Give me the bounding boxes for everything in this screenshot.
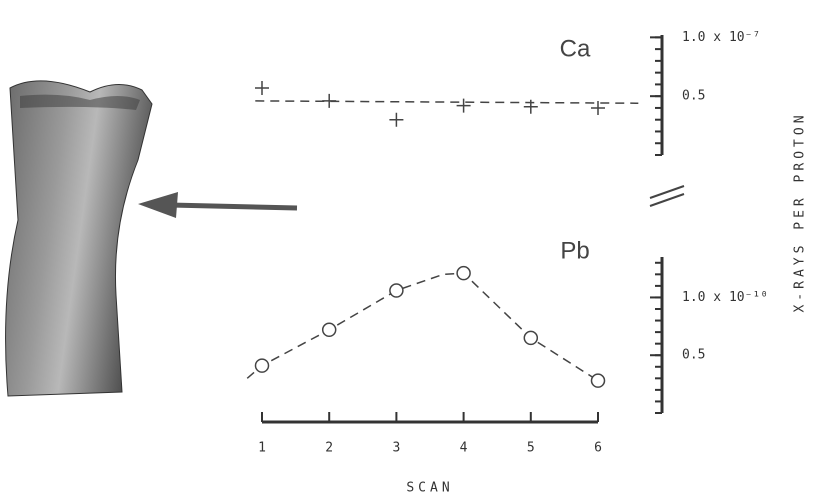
y-tick-label: 0.5: [682, 89, 705, 104]
bone-shadow: [20, 94, 140, 110]
plus-marker: [523, 99, 538, 114]
plus-marker: [322, 93, 337, 108]
x-tick-label: 5: [527, 441, 535, 456]
panel-title: Ca: [560, 35, 591, 62]
circle-marker: [456, 265, 471, 281]
trend-line: [246, 272, 599, 382]
arrow-shaft: [169, 202, 298, 211]
y-tick-label: 0.5: [682, 348, 705, 363]
trend-line: [255, 100, 639, 104]
circle-marker: [321, 322, 337, 338]
plus-marker: [255, 80, 269, 95]
circle-marker: [590, 373, 606, 388]
plus-marker: [456, 98, 471, 113]
y-tick-label: 1.0 x 10⁻¹⁰: [682, 290, 768, 305]
x-tick-label: 4: [460, 441, 468, 456]
x-axis-label: SCAN: [406, 481, 453, 496]
bone-photo: [5, 80, 153, 397]
y-tick-label: 1.0 x 10⁻⁷: [682, 30, 760, 45]
x-tick-label: 2: [325, 441, 333, 456]
arrow-head: [138, 192, 178, 218]
panel-title: Pb: [560, 237, 589, 264]
plus-marker: [389, 112, 404, 127]
x-tick-label: 3: [392, 441, 400, 456]
circle-marker: [523, 330, 539, 346]
axis-break: [649, 185, 685, 207]
circle-marker: [254, 358, 270, 373]
x-tick-label: 1: [258, 441, 266, 456]
y-axis-label: X-RAYS PER PROTON: [793, 111, 808, 312]
x-tick-label: 6: [594, 441, 602, 456]
circle-marker: [389, 283, 404, 298]
plus-marker: [591, 100, 605, 115]
